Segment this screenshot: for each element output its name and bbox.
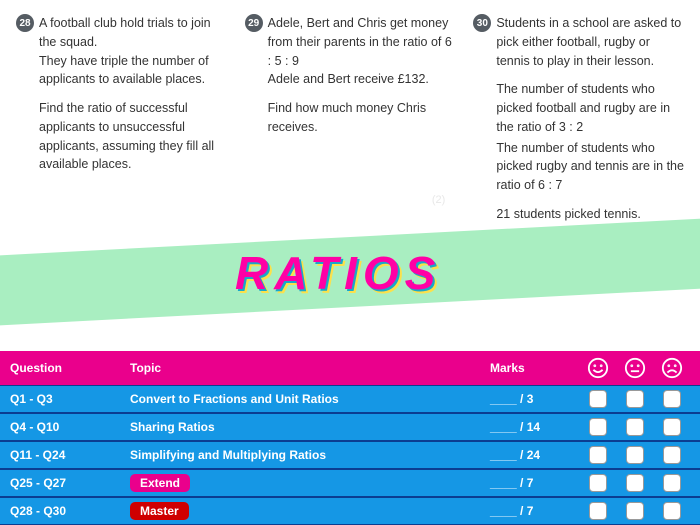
progress-table: Question Topic Marks Q1 - Q3Convert to F… [0,351,700,525]
cell-marks: ____ / 14 [490,420,580,434]
question-30: 30 Students in a school are asked to pic… [473,14,684,252]
cell-topic: Extend [130,474,490,492]
cell-marks: ____ / 7 [490,476,580,490]
rating-checkbox[interactable] [589,418,607,436]
header-faces [580,357,690,379]
rating-checkbox[interactable] [663,474,681,492]
rating-checkbox[interactable] [663,390,681,408]
marks-label: (2) [432,192,445,209]
question-number-badge: 30 [473,14,491,32]
table-row: Q1 - Q3Convert to Fractions and Unit Rat… [0,385,700,413]
cell-question: Q28 - Q30 [10,504,130,518]
rating-checkbox[interactable] [589,390,607,408]
table-row: Q4 - Q10Sharing Ratios____ / 14 [0,413,700,441]
cell-topic: Master [130,502,490,520]
rating-checkbox[interactable] [626,418,644,436]
rating-checkbox[interactable] [663,446,681,464]
rating-checkbox[interactable] [626,502,644,520]
question-subtext: Find how much money Chris receives. [268,99,456,137]
cell-checks [580,502,690,520]
header-topic: Topic [130,361,490,375]
cell-question: Q4 - Q10 [10,420,130,434]
question-number-badge: 28 [16,14,34,32]
cell-checks [580,418,690,436]
questions-area: 28 A football club hold trials to join t… [0,0,700,252]
question-extra: The number of students who picked footba… [496,80,684,136]
cell-question: Q11 - Q24 [10,448,130,462]
cell-checks [580,446,690,464]
cell-question: Q25 - Q27 [10,476,130,490]
rating-checkbox[interactable] [589,502,607,520]
neutral-face-icon [624,357,646,379]
rating-checkbox[interactable] [663,418,681,436]
banner-title: RATIOS RATIOS RATIOS [235,246,441,300]
cell-marks: ____ / 3 [490,392,580,406]
cell-topic: Convert to Fractions and Unit Ratios [130,392,490,406]
cell-checks [580,474,690,492]
table-row: Q25 - Q27Extend ____ / 7 [0,469,700,497]
cell-topic: Sharing Ratios [130,420,490,434]
topic-badge-master: Master [130,502,189,520]
rating-checkbox[interactable] [663,502,681,520]
question-text: A football club hold trials to join the … [39,14,227,89]
question-extra: The number of students who picked rugby … [496,139,684,195]
question-subtext: Find the ratio of successful applicants … [39,99,227,174]
topic-badge-extend: Extend [130,474,190,492]
happy-face-icon [587,357,609,379]
question-text: Students in a school are asked to pick e… [496,14,684,70]
cell-marks: ____ / 24 [490,448,580,462]
rating-checkbox[interactable] [589,474,607,492]
question-number-badge: 29 [245,14,263,32]
table-row: Q28 - Q30Master ____ / 7 [0,497,700,525]
rating-checkbox[interactable] [626,446,644,464]
cell-checks [580,390,690,408]
cell-question: Q1 - Q3 [10,392,130,406]
question-29: 29 Adele, Bert and Chris get money from … [245,14,456,252]
sad-face-icon [661,357,683,379]
rating-checkbox[interactable] [626,390,644,408]
table-row: Q11 - Q24Simplifying and Multiplying Rat… [0,441,700,469]
question-28: 28 A football club hold trials to join t… [16,14,227,252]
table-header-row: Question Topic Marks [0,351,700,385]
cell-topic: Simplifying and Multiplying Ratios [130,448,490,462]
question-text: Adele, Bert and Chris get money from the… [268,14,456,89]
header-marks: Marks [490,361,580,375]
rating-checkbox[interactable] [589,446,607,464]
cell-marks: ____ / 7 [490,504,580,518]
rating-checkbox[interactable] [626,474,644,492]
header-question: Question [10,361,130,375]
